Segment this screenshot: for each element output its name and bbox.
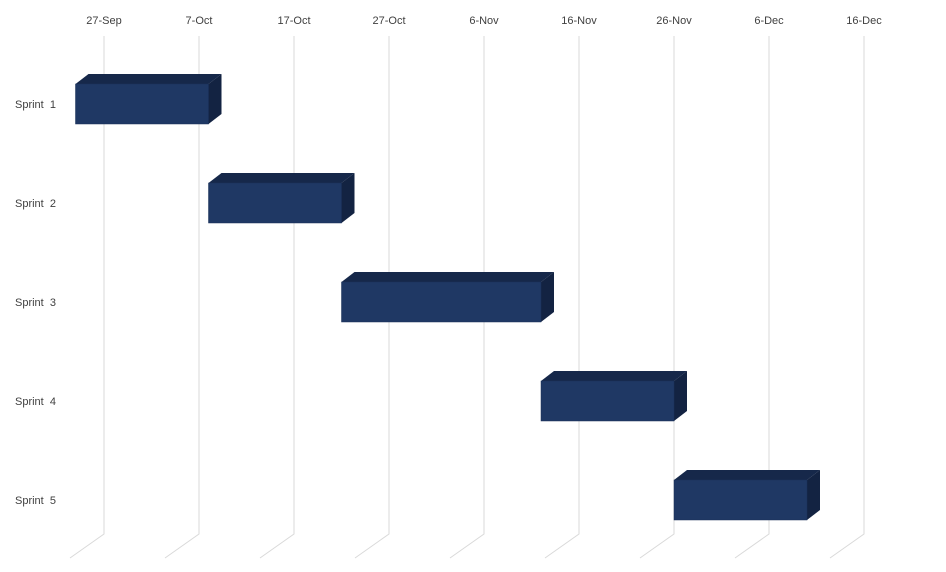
x-axis-ticks: 27-Sep 7-Oct 17-Oct 27-Oct 6-Nov 16-Nov 26-Nov… xyxy=(86,15,882,27)
gridline-1 xyxy=(164,36,200,559)
bar-top-face xyxy=(75,74,222,84)
bar-top-face xyxy=(674,470,820,480)
bar-4 xyxy=(540,371,687,422)
gridline-2 xyxy=(259,36,295,559)
x-tick-label: 6-Dec xyxy=(754,15,784,27)
category-label: Sprint 5 xyxy=(15,495,56,507)
y-axis-categories: Sprint 1 Sprint 2 Sprint 3 Sprint 4 Sprint 5 xyxy=(15,99,56,507)
gridline-6 xyxy=(639,36,675,559)
x-tick-label: 26-Nov xyxy=(656,15,692,27)
bar-top-face xyxy=(208,173,355,183)
bar-front-face xyxy=(208,182,342,224)
x-tick-label: 6-Nov xyxy=(469,15,499,27)
bar-front-face xyxy=(75,83,209,125)
gridline-7 xyxy=(734,36,770,559)
category-label: Sprint 1 xyxy=(15,99,56,111)
x-tick-label: 27-Oct xyxy=(372,15,405,27)
bar-side-face xyxy=(807,470,820,520)
bar-front-face xyxy=(540,380,675,422)
bar-3 xyxy=(341,272,554,323)
bar-front-face xyxy=(341,281,542,323)
x-tick-label: 16-Dec xyxy=(846,15,882,27)
category-label: Sprint 2 xyxy=(15,198,56,210)
bar-2 xyxy=(208,173,355,224)
gridline-8 xyxy=(829,36,865,559)
category-label: Sprint 3 xyxy=(15,297,56,309)
bar-side-face xyxy=(208,74,222,124)
bar-side-face xyxy=(674,371,687,421)
bar-front-face xyxy=(673,479,808,521)
gridline-4 xyxy=(449,36,485,559)
gridline-5 xyxy=(544,36,580,559)
x-tick-label: 27-Sep xyxy=(86,15,121,27)
x-tick-label: 17-Oct xyxy=(277,15,310,27)
gridline-0 xyxy=(69,36,105,559)
category-label: Sprint 4 xyxy=(15,396,56,408)
bar-5 xyxy=(673,470,820,521)
bar-top-face xyxy=(341,272,554,282)
x-tick-label: 16-Nov xyxy=(561,15,597,27)
x-tick-label: 7-Oct xyxy=(186,15,213,27)
bar-1 xyxy=(75,74,222,125)
bar-top-face xyxy=(541,371,687,381)
gridline-3 xyxy=(354,36,390,559)
bar-side-face xyxy=(341,173,355,223)
bars xyxy=(75,74,820,521)
bar-side-face xyxy=(541,272,554,322)
